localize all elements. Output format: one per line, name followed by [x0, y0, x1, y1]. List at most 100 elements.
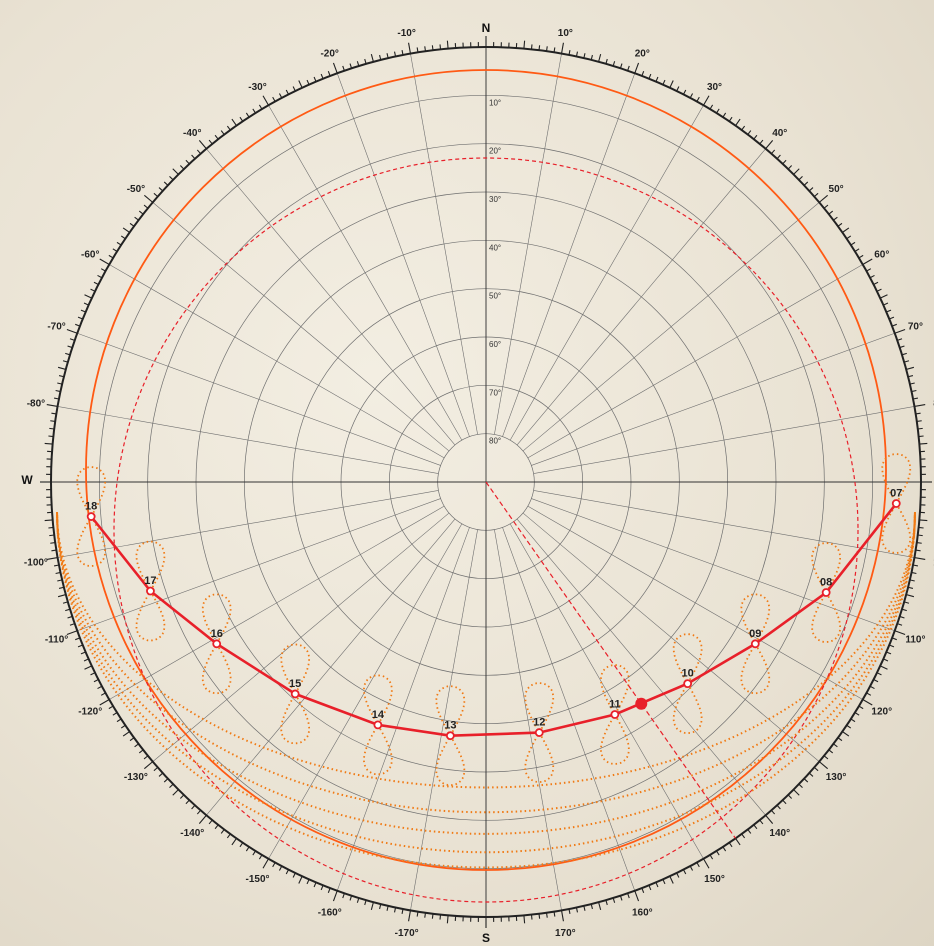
azimuth-tick — [424, 46, 427, 52]
azimuth-label: -30° — [248, 82, 266, 93]
azimuth-line — [57, 406, 439, 474]
hour-label: 08 — [820, 577, 832, 589]
azimuth-tick — [682, 869, 687, 875]
azimuth-tick — [765, 814, 774, 825]
azimuth-tick — [641, 71, 645, 77]
azimuth-tick — [787, 794, 793, 799]
azimuth-tick — [873, 678, 879, 683]
azimuth-tick — [120, 235, 126, 240]
azimuth-tick — [850, 718, 856, 723]
hour-marker-circle-icon — [891, 499, 901, 508]
azimuth-tick — [530, 44, 533, 50]
azimuth-tick — [793, 168, 800, 175]
azimuth-tick — [306, 879, 310, 885]
monthly-sun-path — [56, 511, 916, 814]
azimuth-tick — [866, 268, 872, 272]
azimuth-tick — [735, 118, 741, 126]
azimuth-tick — [917, 427, 923, 430]
azimuth-tick — [138, 210, 144, 215]
azimuth-tick — [196, 809, 202, 815]
azimuth-tick — [120, 724, 126, 729]
azimuth-label: 120° — [871, 707, 892, 718]
azimuth-tick — [75, 323, 81, 327]
hour-marker-circle-icon — [212, 639, 222, 649]
azimuth-tick — [523, 915, 526, 924]
azimuth-tick — [876, 288, 882, 292]
azimuth-tick — [245, 846, 250, 852]
azimuth-tick — [69, 623, 75, 626]
azimuth-tick — [858, 705, 864, 710]
azimuth-line — [494, 53, 562, 435]
azimuth-tick — [48, 526, 54, 529]
azimuth-tick — [220, 829, 225, 834]
hour-label: 10 — [682, 668, 694, 680]
azimuth-tick — [112, 712, 118, 716]
azimuth-tick — [914, 556, 926, 560]
azimuth-tick — [185, 159, 190, 165]
azimuth-tick — [53, 397, 60, 400]
azimuth-tick — [424, 912, 427, 918]
azimuth-tick — [97, 274, 103, 279]
azimuth-tick — [100, 692, 106, 696]
azimuth-tick — [828, 749, 834, 754]
azimuth-tick — [258, 854, 263, 860]
hour-label: 15 — [289, 678, 301, 690]
sun-position-dot-icon — [635, 697, 648, 710]
azimuth-label: -10° — [397, 28, 415, 39]
azimuth-tick — [842, 227, 850, 233]
azimuth-tick — [735, 838, 741, 846]
azimuth-tick — [57, 579, 63, 582]
azimuth-tick — [798, 783, 803, 789]
azimuth-tick — [262, 95, 269, 106]
azimuth-tick — [858, 254, 864, 259]
azimuth-tick — [641, 887, 645, 893]
azimuth-tick — [696, 96, 700, 102]
azimuth-tick — [669, 80, 674, 88]
azimuth-tick — [143, 755, 149, 760]
hour-marker-circle-icon — [373, 720, 383, 730]
azimuth-tick — [627, 893, 630, 899]
today-sun-path — [90, 502, 898, 738]
azimuth-label: 130° — [826, 772, 847, 783]
sun-path-curves — [56, 69, 916, 903]
azimuth-tick — [846, 724, 852, 729]
azimuth-tick — [83, 658, 89, 662]
azimuth-line — [509, 523, 704, 859]
azimuth-tick — [57, 382, 63, 385]
azimuth-tick — [918, 435, 924, 438]
azimuth-tick — [530, 914, 533, 920]
azimuth-tick — [116, 718, 122, 723]
azimuth-tick — [866, 692, 872, 696]
azimuth-tick — [915, 412, 921, 415]
azimuth-tick — [327, 71, 331, 77]
azimuth-tick — [143, 204, 149, 209]
altitude-label: 30° — [489, 195, 501, 204]
azimuth-tick — [58, 586, 65, 589]
hour-label: 13 — [444, 720, 456, 732]
azimuth-label: 10° — [558, 28, 573, 39]
azimuth-tick — [292, 86, 296, 92]
azimuth-tick — [787, 165, 793, 170]
azimuth-tick — [523, 40, 526, 49]
azimuth-tick — [75, 637, 81, 641]
azimuth-tick — [226, 833, 231, 839]
azimuth-tick — [538, 913, 541, 919]
azimuth-tick — [753, 134, 758, 140]
azimuth-tick — [84, 294, 92, 299]
azimuth-tick — [143, 194, 154, 203]
azimuth-tick — [770, 809, 776, 815]
azimuth-tick — [44, 442, 53, 445]
azimuth-tick — [51, 412, 57, 415]
azimuth-tick — [682, 89, 687, 95]
azimuth-tick — [560, 42, 564, 54]
azimuth-tick — [67, 345, 73, 349]
azimuth-tick — [901, 352, 907, 356]
azimuth-tick — [828, 210, 834, 215]
azimuth-tick — [818, 194, 829, 203]
azimuth-tick — [416, 911, 419, 917]
azimuth-tick — [129, 222, 135, 227]
azimuth-tick — [278, 93, 283, 99]
hour-label: 07 — [890, 488, 902, 500]
azimuth-label: 110° — [905, 634, 925, 645]
